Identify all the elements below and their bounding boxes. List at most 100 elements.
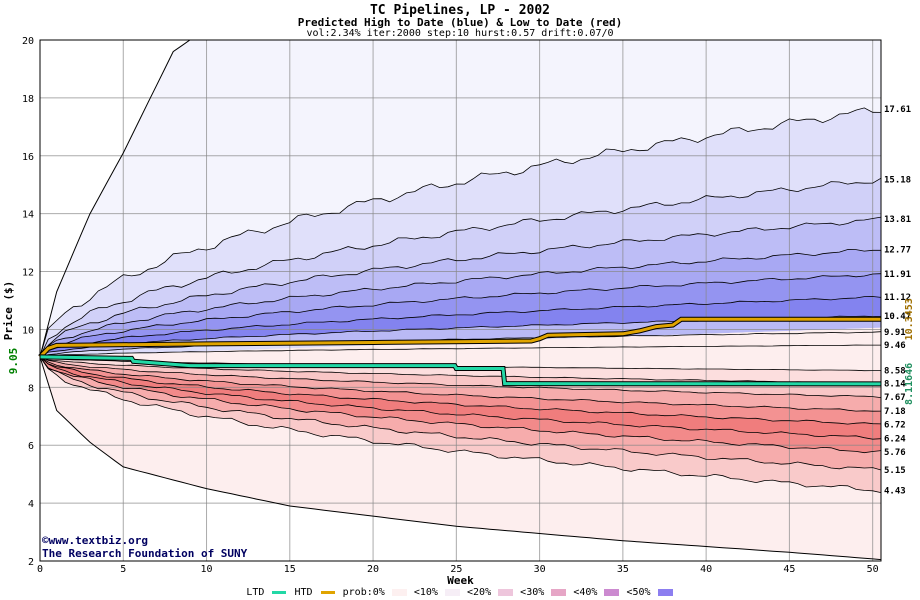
- y-tick-4: 4: [28, 499, 34, 510]
- high-band-line-1: [39, 177, 882, 358]
- low-band-label-3: 7.18: [884, 407, 906, 417]
- low-band-line-1: [39, 356, 882, 384]
- y-tick-20: 20: [22, 36, 34, 47]
- htd-line: [38, 317, 881, 358]
- credit-url[interactable]: ©www.textbiz.org: [42, 534, 148, 547]
- legend-swatch-3: [551, 589, 567, 596]
- y-tick-12: 12: [22, 268, 34, 279]
- high-band-label-3: 12.77: [884, 245, 911, 255]
- legend-swatch-2: [498, 589, 514, 596]
- high-region-0: [40, 40, 881, 357]
- x-tick-35: 35: [617, 564, 629, 575]
- high-band-label-1: 15.18: [884, 176, 911, 186]
- x-tick-40: 40: [700, 564, 712, 575]
- high-band-line-4: [39, 273, 882, 358]
- legend: LTD HTD prob:0% <10% <20% <30% <40% <50%: [0, 587, 920, 600]
- legend-swatch-4: [604, 589, 620, 596]
- low-region-9: [40, 356, 881, 560]
- x-tick-15: 15: [284, 564, 296, 575]
- legend-prob-label: prob:: [342, 587, 373, 598]
- x-tick-20: 20: [367, 564, 379, 575]
- chart-params: vol:2.34% iter:2000 step:10 hurst:0.57 d…: [306, 28, 614, 39]
- low-region-3: [40, 356, 881, 412]
- low-region-8: [40, 356, 881, 493]
- copyright-icon: ©: [42, 534, 49, 547]
- low-region-7: [40, 356, 881, 470]
- high-band-label-5: 11.12: [884, 293, 911, 303]
- x-tick-30: 30: [534, 564, 546, 575]
- low-band-line-7: [39, 356, 882, 471]
- legend-bucket-4: <40%: [573, 587, 598, 598]
- y-tick-18: 18: [22, 94, 34, 105]
- low-band-line-5: [39, 356, 882, 440]
- high-band-line-5: [39, 296, 882, 358]
- legend-htd-line: [320, 591, 335, 594]
- legend-htd-label: HTD: [294, 587, 313, 598]
- low-region-5: [40, 356, 881, 440]
- ltd-end-label: 8.11646: [904, 363, 915, 405]
- low-region-0: [40, 327, 881, 371]
- x-tick-45: 45: [783, 564, 795, 575]
- y-tick-8: 8: [28, 383, 34, 394]
- low-band-label-2: 7.67: [884, 393, 906, 403]
- y-tick-16: 16: [22, 152, 34, 163]
- high-band-label-0: 17.61: [884, 105, 911, 115]
- x-tick-0: 0: [37, 564, 43, 575]
- start-price-label: 9.05: [7, 348, 20, 375]
- x-tick-50: 50: [867, 564, 879, 575]
- chart-subtitle: Predicted High to Date (blue) & Low to D…: [297, 16, 623, 29]
- y-tick-14: 14: [22, 210, 34, 221]
- htd-end-label: 10.3453: [904, 298, 915, 340]
- y-tick-2: 2: [28, 557, 34, 568]
- low-band-label-1: 8.14: [884, 379, 906, 389]
- low-band-line-6: [39, 356, 882, 454]
- low-band-line-3: [39, 356, 882, 412]
- high-band-line-0: [39, 107, 882, 358]
- x-axis-label: Week: [447, 574, 474, 587]
- legend-bucket-3: <30%: [520, 587, 545, 598]
- high-band-label-7: 9.91: [884, 328, 906, 338]
- high-region-1: [40, 107, 881, 357]
- high-band-line-8: [39, 344, 881, 358]
- low-band-label-6: 5.76: [884, 448, 906, 458]
- credit-org: The Research Foundation of SUNY: [42, 547, 248, 560]
- low-band-label-0: 8.58: [884, 367, 906, 377]
- high-band-label-2: 13.81: [884, 215, 911, 225]
- plot-border: [39, 39, 882, 562]
- low-band-label-8: 4.43: [884, 487, 906, 497]
- low-band-line-8: [39, 356, 882, 493]
- high-region-4: [40, 249, 881, 357]
- chart-title: TC Pipelines, LP - 2002: [369, 3, 550, 18]
- legend-ltd-label: LTD: [246, 587, 265, 598]
- legend-swatch-5: [657, 589, 673, 596]
- x-tick-25: 25: [450, 564, 462, 575]
- legend-swatch-0: [391, 589, 407, 596]
- low-band-line-4: [39, 356, 882, 425]
- low-region-4: [40, 356, 881, 425]
- y-tick-10: 10: [22, 325, 34, 336]
- y-tick-6: 6: [28, 441, 34, 452]
- low-band-label-7: 5.15: [884, 466, 906, 476]
- x-tick-5: 5: [120, 564, 126, 575]
- ltd-line: [39, 355, 882, 386]
- legend-bucket-0: 0%: [372, 587, 385, 598]
- high-band-line-3: [39, 249, 881, 358]
- high-band-line-2: [39, 216, 882, 358]
- low-band-line-2: [39, 356, 882, 398]
- low-region-6: [40, 356, 881, 453]
- low-band-label-5: 6.24: [884, 434, 906, 444]
- high-band-label-6: 10.47: [884, 312, 911, 322]
- legend-ltd-line: [272, 591, 287, 594]
- high-region-5: [40, 273, 881, 357]
- legend-bucket-5: <50%: [626, 587, 651, 598]
- legend-bucket-1: <10%: [413, 587, 438, 598]
- high-region-3: [40, 217, 881, 357]
- legend-bucket-2: <20%: [467, 587, 492, 598]
- high-band-label-8: 9.46: [884, 341, 906, 351]
- high-region-2: [40, 178, 881, 357]
- high-region-6: [40, 296, 881, 357]
- legend-swatch-1: [444, 589, 460, 596]
- lower-envelope-line: [39, 356, 882, 561]
